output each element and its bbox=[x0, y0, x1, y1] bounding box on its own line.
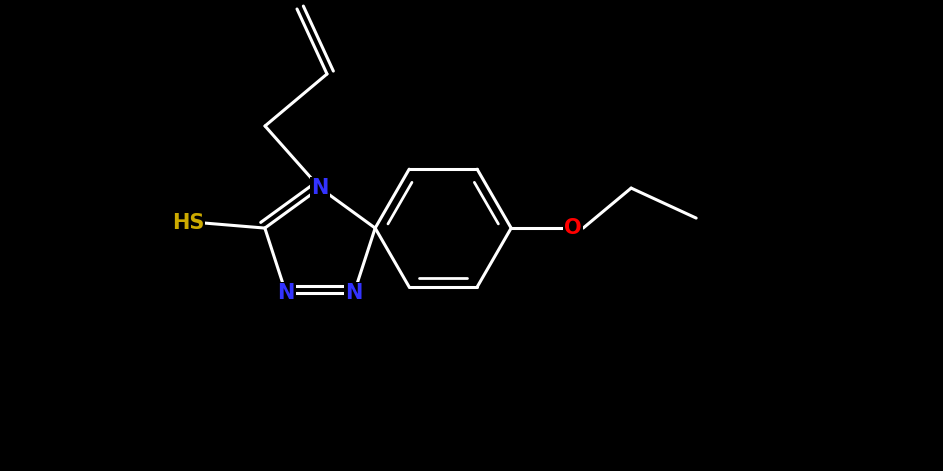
Text: N: N bbox=[311, 178, 329, 198]
Text: O: O bbox=[564, 218, 582, 238]
Text: N: N bbox=[345, 283, 363, 303]
Text: HS: HS bbox=[172, 213, 204, 233]
Text: N: N bbox=[277, 283, 294, 303]
